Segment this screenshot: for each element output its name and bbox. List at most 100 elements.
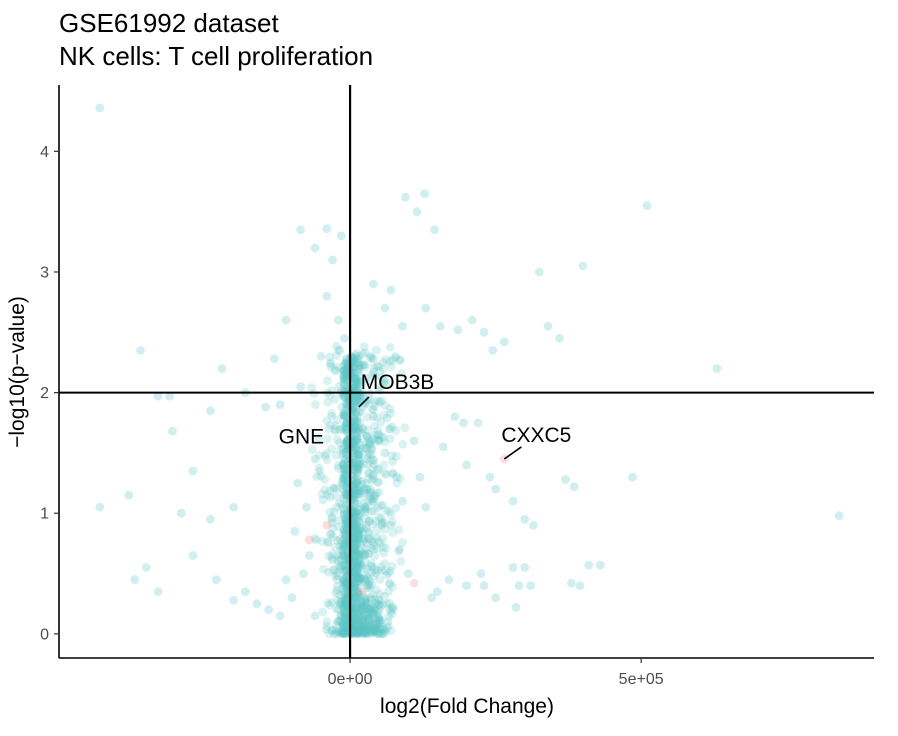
data-point <box>388 528 398 538</box>
data-point <box>339 561 348 570</box>
data-point <box>311 400 320 409</box>
data-point <box>341 354 351 363</box>
data-point <box>364 448 374 458</box>
gene-label-connector <box>358 396 370 408</box>
data-point <box>350 533 360 543</box>
data-point <box>290 526 300 536</box>
data-point <box>330 571 340 581</box>
data-point <box>351 546 360 556</box>
data-point <box>350 449 360 458</box>
data-point <box>340 601 350 610</box>
data-point <box>339 586 348 596</box>
data-point <box>339 602 349 612</box>
data-point <box>349 581 359 591</box>
data-point <box>367 628 376 638</box>
data-point <box>352 459 361 468</box>
data-point <box>389 605 398 614</box>
data-point <box>329 507 339 517</box>
data-point <box>368 608 377 618</box>
data-point <box>360 443 370 453</box>
data-point <box>391 426 401 435</box>
data-point <box>349 624 359 634</box>
data-point <box>354 551 364 560</box>
data-point <box>341 358 351 368</box>
data-point <box>387 603 397 613</box>
data-point <box>338 469 348 479</box>
data-point <box>338 423 348 432</box>
data-point <box>327 518 337 528</box>
data-point <box>372 488 381 498</box>
data-point <box>339 373 349 383</box>
data-point <box>351 562 361 571</box>
data-point <box>375 398 385 407</box>
data-point <box>376 615 386 625</box>
data-point <box>349 616 359 626</box>
data-point <box>385 579 395 589</box>
data-point <box>336 610 346 620</box>
data-point <box>371 606 380 616</box>
data-point <box>370 623 379 633</box>
data-point <box>356 626 365 636</box>
data-point <box>366 603 376 612</box>
data-point <box>384 507 394 517</box>
data-point <box>333 362 343 372</box>
data-point <box>333 535 342 545</box>
data-point <box>370 626 380 636</box>
data-point <box>362 433 372 443</box>
data-point <box>357 360 367 370</box>
data-point <box>360 549 370 559</box>
data-point <box>349 583 359 592</box>
data-point <box>340 577 350 587</box>
data-point <box>355 573 364 583</box>
data-point <box>351 526 360 536</box>
data-point <box>338 366 348 376</box>
data-point <box>378 534 388 544</box>
data-point <box>332 568 342 578</box>
data-point <box>333 605 343 615</box>
data-point <box>357 625 367 635</box>
data-point <box>350 486 359 495</box>
data-point <box>341 617 351 627</box>
data-point <box>349 626 359 636</box>
data-point <box>352 585 361 595</box>
data-point <box>386 626 396 636</box>
data-point <box>349 495 359 504</box>
data-point <box>360 609 370 619</box>
data-point <box>353 557 362 567</box>
data-point <box>349 491 359 500</box>
data-point <box>365 456 375 465</box>
data-point <box>341 422 350 431</box>
data-point <box>362 627 371 637</box>
data-point <box>325 507 334 517</box>
data-point <box>335 438 344 448</box>
data-point <box>270 354 279 364</box>
data-point <box>339 566 349 575</box>
data-point <box>351 548 360 558</box>
data-point <box>335 535 345 544</box>
data-point <box>374 595 383 604</box>
data-point <box>349 542 359 551</box>
data-point <box>333 557 343 566</box>
data-point <box>349 398 358 407</box>
data-point <box>375 615 384 625</box>
data-point <box>339 621 349 631</box>
data-point <box>340 463 350 473</box>
data-point <box>373 477 382 487</box>
data-point <box>329 484 339 493</box>
data-point <box>338 628 348 638</box>
data-point <box>353 626 363 636</box>
data-point <box>332 582 342 591</box>
data-point <box>337 477 347 487</box>
data-point <box>368 455 377 465</box>
data-point <box>352 416 362 426</box>
data-point <box>361 594 371 604</box>
data-point <box>355 360 365 370</box>
data-point <box>349 577 359 587</box>
data-point <box>352 560 362 570</box>
data-point <box>339 475 349 485</box>
data-point <box>349 513 359 522</box>
data-point <box>352 417 362 426</box>
data-point <box>324 568 333 577</box>
data-point <box>356 394 365 403</box>
